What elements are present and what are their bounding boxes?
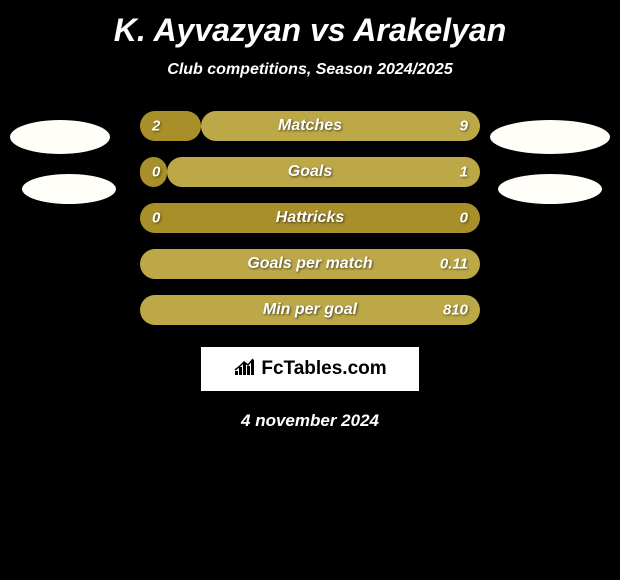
comparison-title: K. Ayvazyan vs Arakelyan <box>0 0 620 49</box>
bar-track: 0 0 Hattricks <box>140 203 480 233</box>
comparison-subtitle: Club competitions, Season 2024/2025 <box>0 61 620 79</box>
decorative-ellipse <box>498 174 602 204</box>
decorative-ellipse <box>10 120 110 154</box>
logo-text: FcTables.com <box>261 358 386 380</box>
stat-label: Goals <box>288 163 332 181</box>
stat-row: 0 0 Hattricks <box>0 203 620 233</box>
stat-label: Hattricks <box>276 209 344 227</box>
stat-value-right: 0 <box>460 210 468 227</box>
chart-icon <box>233 357 257 382</box>
decorative-ellipse <box>22 174 116 204</box>
stat-value-left: 0 <box>152 164 160 181</box>
bar-left <box>140 111 201 141</box>
stat-value-right: 1 <box>460 164 468 181</box>
bar-track: 0.11 Goals per match <box>140 249 480 279</box>
stat-row: 0.11 Goals per match <box>0 249 620 279</box>
stat-value-right: 9 <box>460 118 468 135</box>
stat-value-right: 0.11 <box>440 256 468 273</box>
bar-track: 810 Min per goal <box>140 295 480 325</box>
stat-value-left: 0 <box>152 210 160 227</box>
decorative-ellipse <box>490 120 610 154</box>
bar-track: 2 9 Matches <box>140 111 480 141</box>
stat-value-right: 810 <box>443 302 468 319</box>
stat-value-left: 2 <box>152 118 160 135</box>
stat-label: Goals per match <box>247 255 372 273</box>
date-text: 4 november 2024 <box>0 411 620 431</box>
stat-label: Matches <box>278 117 342 135</box>
bar-track: 0 1 Goals <box>140 157 480 187</box>
stat-row: 810 Min per goal <box>0 295 620 325</box>
logo-box: FcTables.com <box>201 347 419 391</box>
stat-label: Min per goal <box>263 301 357 319</box>
